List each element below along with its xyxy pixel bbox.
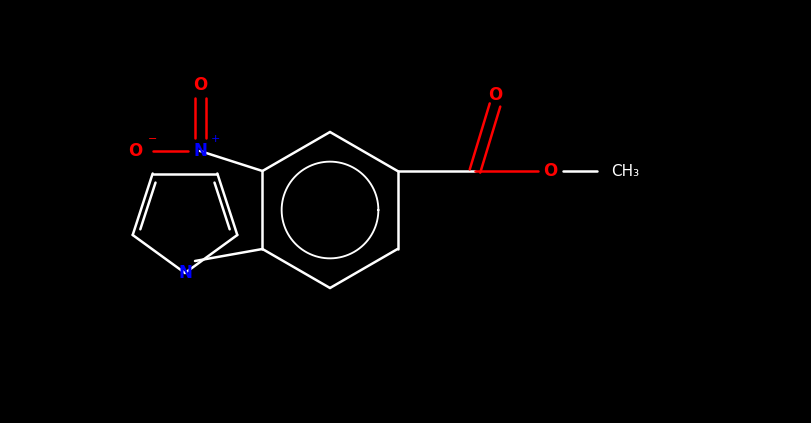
Text: CH₃: CH₃	[611, 164, 639, 179]
Text: O: O	[543, 162, 557, 180]
Text: +: +	[210, 134, 220, 144]
Text: O: O	[488, 86, 502, 104]
Text: O: O	[128, 142, 142, 160]
Text: −: −	[148, 134, 157, 144]
Text: N: N	[178, 264, 192, 282]
Text: N: N	[193, 142, 207, 160]
Text: O: O	[193, 76, 207, 94]
